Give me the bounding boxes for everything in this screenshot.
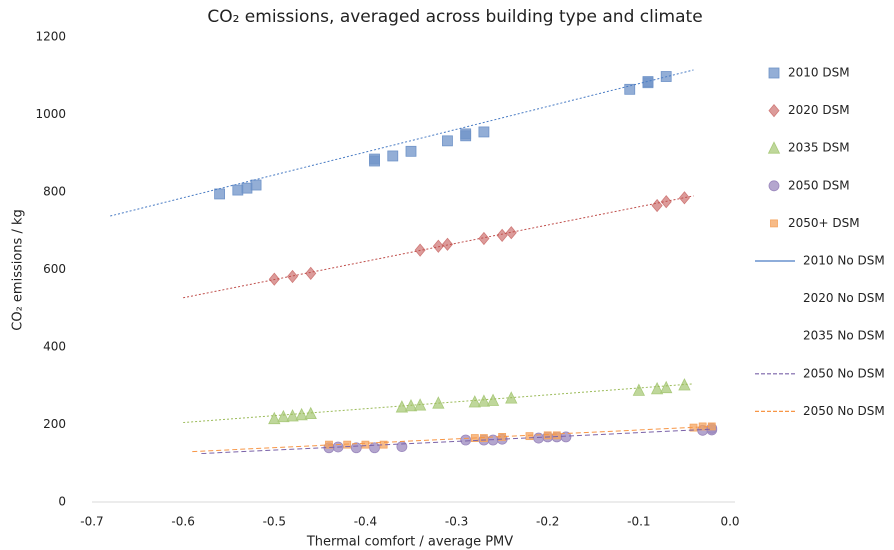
- marker: [295, 407, 308, 421]
- y-tick-label: 200: [43, 417, 66, 431]
- marker: [660, 380, 673, 394]
- marker: [560, 431, 572, 443]
- x-tick-label: -0.4: [354, 515, 377, 529]
- y-tick-label: 0: [58, 495, 66, 509]
- y-tick-label: 400: [43, 340, 66, 354]
- marker: [477, 394, 491, 407]
- marker: [441, 237, 453, 251]
- legend-label: 2035 No DSM: [803, 329, 885, 343]
- marker: [241, 182, 253, 194]
- marker: [642, 76, 654, 87]
- x-tick-label: -0.1: [627, 515, 650, 529]
- marker: [250, 179, 262, 191]
- marker: [478, 126, 490, 138]
- marker: [432, 239, 444, 253]
- marker: [678, 191, 690, 205]
- legend-label: 2050 No DSM: [803, 404, 885, 418]
- marker: [552, 431, 561, 440]
- x-tick-label: -0.7: [80, 515, 103, 529]
- marker: [525, 432, 534, 441]
- trend-line: [110, 69, 694, 217]
- marker: [369, 153, 380, 165]
- legend-label: 2020 DSM: [788, 103, 850, 117]
- marker: [770, 219, 778, 228]
- marker: [460, 434, 472, 446]
- marker: [624, 83, 636, 95]
- marker: [632, 383, 646, 396]
- marker: [496, 228, 508, 243]
- x-tick-label: -0.6: [171, 515, 194, 529]
- marker: [442, 135, 453, 147]
- marker: [387, 150, 399, 162]
- marker: [277, 409, 290, 423]
- marker: [396, 441, 408, 452]
- marker: [369, 442, 380, 454]
- legend-label: 2050+ DSM: [788, 216, 860, 230]
- trend-line: [192, 425, 712, 453]
- legend-label: 2035 DSM: [788, 141, 850, 155]
- marker: [768, 67, 780, 79]
- chart-title: CO₂ emissions, averaged across building …: [207, 7, 702, 27]
- marker: [432, 396, 445, 409]
- marker: [678, 378, 691, 391]
- x-tick-label: -0.2: [536, 515, 559, 529]
- marker: [286, 269, 299, 284]
- x-tick-label: 0.0: [720, 515, 739, 529]
- y-tick-label: 600: [43, 262, 66, 276]
- y-tick-label: 1000: [35, 107, 66, 121]
- marker: [478, 231, 490, 246]
- marker: [468, 395, 481, 408]
- y-tick-label: 1200: [35, 30, 66, 44]
- trend-line: [183, 195, 694, 299]
- marker: [768, 103, 780, 118]
- x-axis-label: Thermal comfort / average PMV: [306, 535, 513, 550]
- legend-label: 2010 No DSM: [803, 254, 885, 268]
- marker: [361, 440, 370, 449]
- trend-line: [183, 383, 694, 424]
- marker: [767, 141, 781, 154]
- trend-line: [201, 428, 712, 455]
- legend-label: 2050 No DSM: [803, 366, 885, 380]
- marker: [405, 145, 417, 157]
- x-tick-label: -0.5: [263, 515, 286, 529]
- marker: [505, 226, 517, 240]
- marker: [343, 440, 352, 449]
- legend-label: 2020 No DSM: [803, 291, 885, 305]
- y-tick-label: 800: [43, 185, 66, 199]
- marker: [650, 381, 664, 395]
- marker: [350, 442, 362, 454]
- x-tick-label: -0.3: [445, 515, 468, 529]
- marker: [286, 409, 299, 422]
- marker: [232, 184, 244, 196]
- marker: [214, 188, 226, 200]
- marker: [486, 393, 500, 406]
- marker: [460, 128, 472, 140]
- legend-label: 2050 DSM: [788, 178, 850, 192]
- marker: [305, 266, 317, 280]
- legend-label: 2010 DSM: [788, 66, 850, 80]
- marker: [768, 180, 780, 192]
- marker: [543, 431, 552, 440]
- y-axis-label: CO₂ emissions / kg: [11, 209, 26, 330]
- marker: [651, 198, 663, 213]
- marker: [268, 411, 281, 425]
